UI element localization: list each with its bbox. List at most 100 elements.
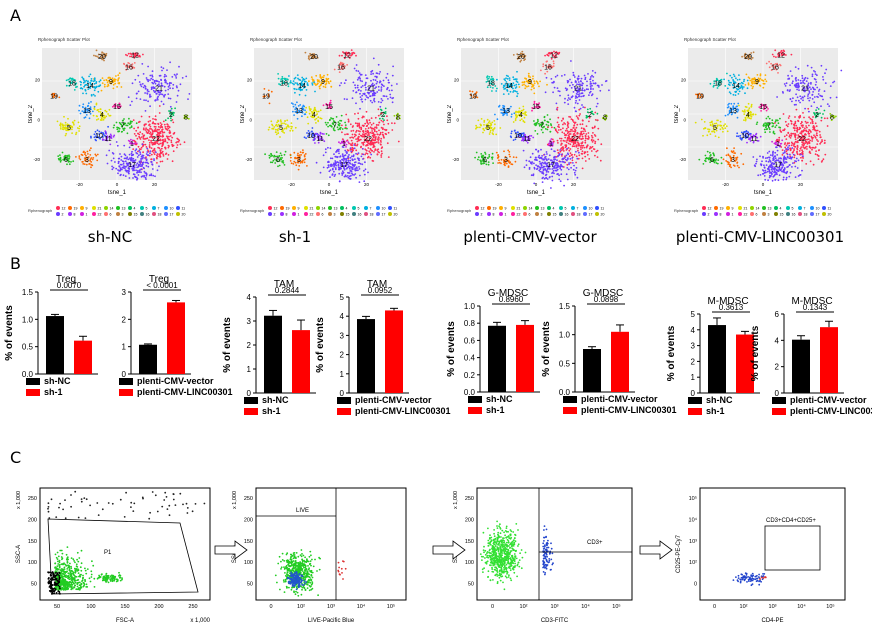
tsne-point — [169, 110, 172, 113]
tsne-point — [517, 133, 519, 136]
tsne-point — [594, 71, 597, 74]
tsne-point — [281, 82, 284, 85]
tsne-point — [316, 110, 318, 113]
tsne-point — [324, 121, 327, 124]
legend-entry: 16 — [565, 213, 569, 217]
tsne-point — [89, 158, 92, 161]
tsne-point — [369, 140, 372, 143]
tsne-point — [300, 154, 302, 156]
tsne-point — [736, 110, 739, 113]
tsne-point — [61, 151, 64, 154]
tsne-point — [559, 149, 562, 151]
tsne-point — [97, 136, 100, 138]
tsne-point — [597, 127, 600, 130]
tsne-point — [497, 156, 500, 159]
tsne-point — [801, 96, 804, 98]
tsne-point — [536, 133, 539, 135]
tsne-point — [552, 62, 555, 65]
tsne-point — [306, 132, 308, 134]
tsne-point — [357, 152, 360, 154]
tsne-point — [327, 161, 329, 163]
tsne-point — [376, 153, 379, 156]
tsne-point — [732, 84, 734, 87]
tsne-point — [162, 140, 165, 142]
tsne-point — [382, 134, 385, 137]
tsne-point — [591, 93, 594, 96]
tsne-point — [742, 133, 745, 136]
tsne-point — [541, 177, 544, 180]
tsne-point — [356, 86, 359, 89]
tsne-point — [796, 96, 799, 99]
tsne-point — [160, 147, 163, 150]
tsne-point — [159, 122, 162, 124]
tsne-point — [589, 76, 592, 78]
tsne-point — [374, 133, 376, 136]
tsne-point — [562, 150, 565, 152]
cluster-label: 20 — [310, 54, 318, 61]
tsne-point — [357, 70, 360, 73]
legend-title: Rphenograph — [28, 208, 52, 213]
tsne-point — [161, 129, 163, 131]
tsne-point — [100, 53, 103, 56]
legend-entry: 22 — [517, 213, 521, 217]
tsne-point — [294, 126, 297, 129]
tsne-point — [552, 81, 555, 84]
tsne-point — [367, 130, 370, 133]
tsne-point — [75, 133, 77, 136]
tsne-point — [269, 161, 272, 164]
cluster-label: 14 — [86, 83, 94, 90]
tsne-point — [370, 153, 373, 156]
tsne-point — [356, 143, 359, 146]
tsne-point — [290, 102, 293, 104]
tsne-point — [780, 146, 783, 148]
tsne-point — [149, 127, 151, 130]
tsne-point — [737, 102, 740, 105]
cluster-label: 9 — [528, 79, 532, 86]
tsne-point — [334, 173, 337, 176]
tsne-point — [514, 87, 517, 89]
cluster-label: 10 — [95, 133, 103, 140]
tsne-point — [815, 150, 817, 152]
tsne-point — [76, 127, 79, 129]
tsne-point — [780, 49, 783, 52]
tsne-point — [807, 95, 809, 97]
tsne-point — [745, 73, 748, 76]
tsne-point — [571, 119, 574, 121]
tsne-point — [386, 115, 388, 118]
tsne-point — [85, 92, 88, 95]
legend-swatch — [583, 212, 587, 216]
tsne-point — [768, 128, 771, 131]
tsne-point — [275, 133, 278, 136]
legend-swatch — [547, 206, 551, 210]
tsne-point — [742, 131, 745, 134]
tsne-point — [279, 126, 282, 129]
tsne-point — [122, 119, 124, 122]
tsne-point — [592, 88, 594, 90]
tsne-point — [376, 149, 379, 151]
tsne-point — [133, 139, 135, 142]
tsne-point — [59, 154, 61, 156]
tsne-point — [131, 82, 134, 85]
tsne-point — [323, 74, 325, 77]
tsne-point — [104, 134, 106, 137]
tsne-point — [307, 130, 310, 132]
tsne-point — [391, 122, 393, 124]
tsne-point — [87, 102, 90, 105]
tsne-point — [734, 159, 736, 162]
tsne-point — [84, 106, 87, 109]
tsne-point — [158, 112, 161, 114]
tsne-point — [715, 122, 718, 125]
cluster-label: 1 — [549, 141, 553, 148]
tsne-point — [482, 158, 485, 161]
tsne-point — [807, 93, 810, 96]
tsne-point — [560, 163, 562, 166]
tsne-point — [100, 116, 103, 118]
tsne-point — [748, 117, 751, 120]
tsne-point — [312, 139, 315, 141]
legend-swatch — [388, 206, 392, 210]
tsne-point — [556, 159, 558, 162]
tsne-point — [149, 120, 152, 122]
tsne-point — [87, 104, 90, 107]
tsne-point — [546, 143, 549, 146]
tsne-point — [560, 119, 563, 122]
